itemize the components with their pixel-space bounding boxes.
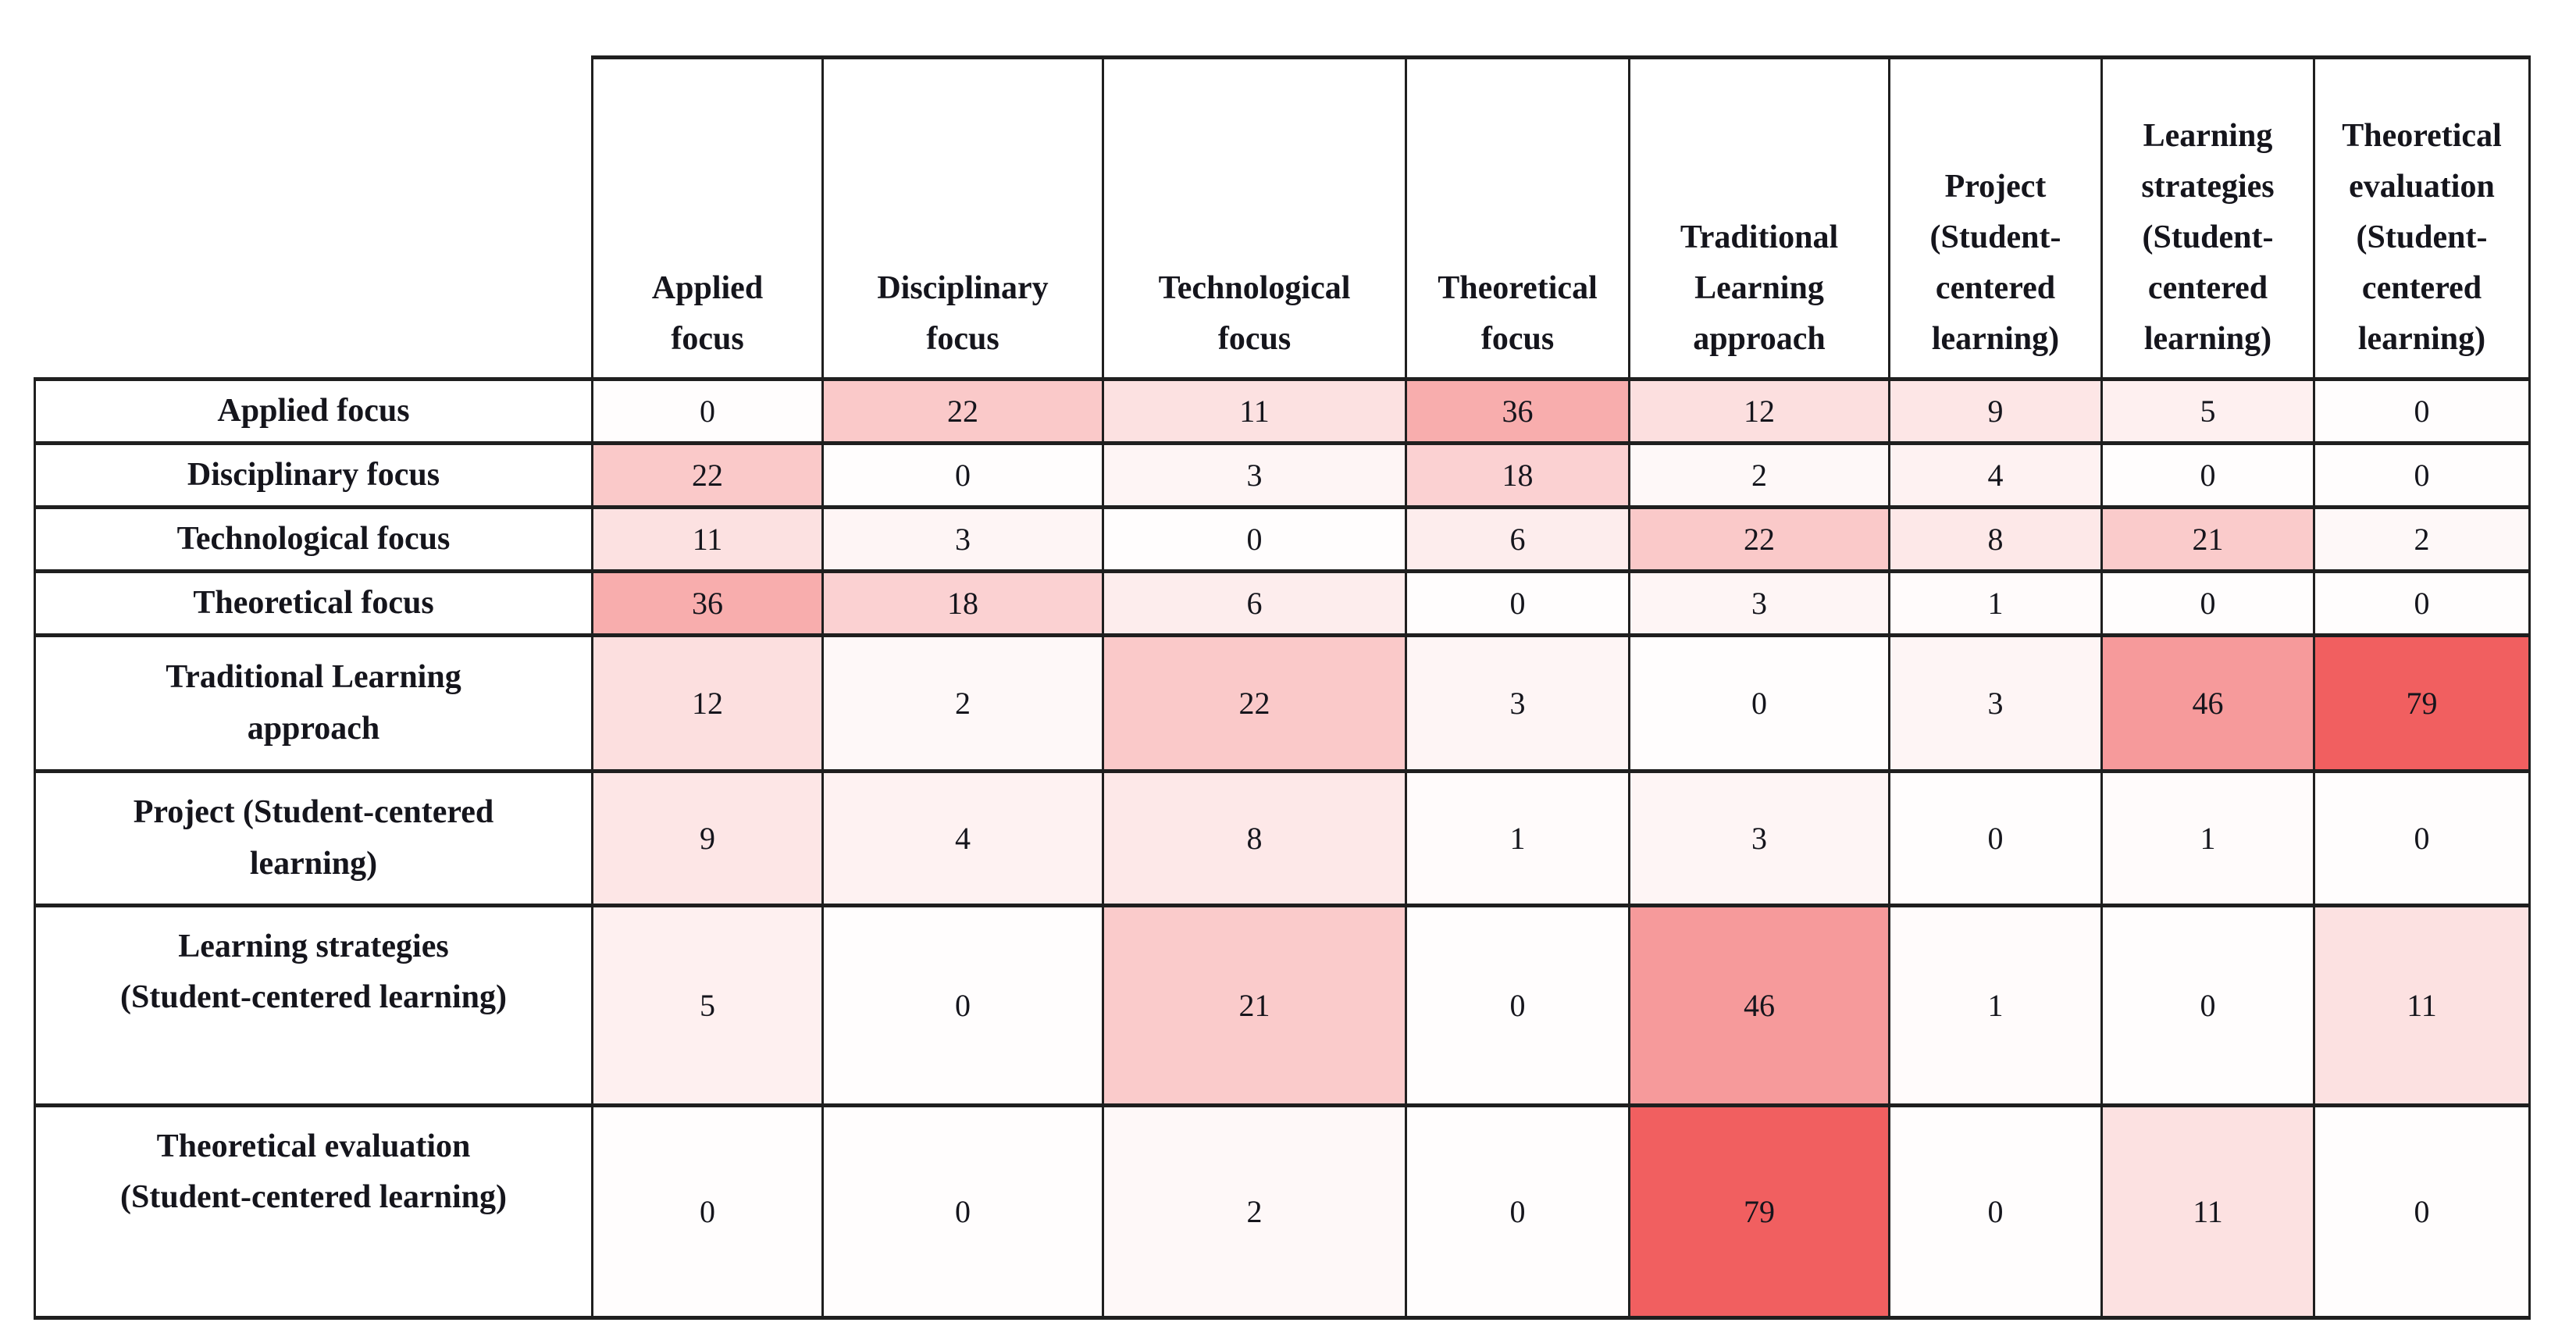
row-header: Theoretical focus bbox=[34, 569, 593, 637]
matrix-cell: 0 bbox=[821, 1103, 1104, 1320]
matrix-cell: 11 bbox=[1102, 377, 1407, 445]
matrix-cell: 22 bbox=[1102, 633, 1407, 773]
matrix-cell: 3 bbox=[1888, 633, 2103, 773]
matrix-cell: 1 bbox=[1888, 904, 2103, 1107]
column-header: Learning strategies (Student- centered l… bbox=[2100, 55, 2315, 381]
matrix-cell: 0 bbox=[1405, 904, 1630, 1107]
matrix-cell: 2 bbox=[1628, 441, 1890, 509]
matrix-cell: 0 bbox=[1405, 1103, 1630, 1320]
cooccurrence-heatmap-table: Applied focus Disciplinary focus Technolog… bbox=[34, 55, 2531, 1320]
matrix-cell: 11 bbox=[2100, 1103, 2315, 1320]
matrix-cell: 3 bbox=[1628, 769, 1890, 907]
column-header: Disciplinary focus bbox=[821, 55, 1104, 381]
matrix-cell: 22 bbox=[1628, 505, 1890, 573]
matrix-cell: 0 bbox=[1888, 1103, 2103, 1320]
matrix-cell: 2 bbox=[2313, 505, 2531, 573]
matrix-cell: 6 bbox=[1102, 569, 1407, 637]
matrix-cell: 0 bbox=[1628, 633, 1890, 773]
matrix-cell: 0 bbox=[2313, 569, 2531, 637]
table-row: Technological focus 11 3 0 6 22 8 21 2 bbox=[34, 505, 2531, 573]
table-row: Learning strategies (Student-centered le… bbox=[34, 904, 2531, 1107]
row-header: Theoretical evaluation (Student-centered… bbox=[34, 1103, 593, 1320]
matrix-cell: 3 bbox=[1102, 441, 1407, 509]
table-row: Applied focus 0 22 11 36 12 9 5 0 bbox=[34, 377, 2531, 445]
matrix-cell: 0 bbox=[821, 904, 1104, 1107]
matrix-cell: 3 bbox=[1628, 569, 1890, 637]
matrix-cell: 0 bbox=[2313, 441, 2531, 509]
matrix-cell: 11 bbox=[2313, 904, 2531, 1107]
matrix-cell: 9 bbox=[591, 769, 824, 907]
matrix-cell: 8 bbox=[1888, 505, 2103, 573]
row-header: Applied focus bbox=[34, 377, 593, 445]
column-header: Technological focus bbox=[1102, 55, 1407, 381]
matrix-cell: 1 bbox=[1405, 769, 1630, 907]
matrix-cell: 4 bbox=[1888, 441, 2103, 509]
matrix-cell: 4 bbox=[821, 769, 1104, 907]
matrix-cell: 22 bbox=[591, 441, 824, 509]
column-header: Project (Student- centered learning) bbox=[1888, 55, 2103, 381]
matrix-cell: 9 bbox=[1888, 377, 2103, 445]
row-header: Disciplinary focus bbox=[34, 441, 593, 509]
matrix-cell: 18 bbox=[1405, 441, 1630, 509]
matrix-cell: 0 bbox=[2100, 569, 2315, 637]
column-header: Theoretical evaluation (Student- centere… bbox=[2313, 55, 2531, 381]
table-row: Traditional Learning approach 12 2 22 3 0 3 46 7… bbox=[34, 633, 2531, 773]
matrix-cell: 3 bbox=[821, 505, 1104, 573]
column-header: Applied focus bbox=[591, 55, 824, 381]
header-row: Applied focus Disciplinary focus Technolog… bbox=[34, 55, 2531, 381]
matrix-cell: 1 bbox=[1888, 569, 2103, 637]
table-row: Project (Student-centered learning) 9 4 8 1 3… bbox=[34, 769, 2531, 907]
matrix-cell: 3 bbox=[1405, 633, 1630, 773]
matrix-cell: 2 bbox=[1102, 1103, 1407, 1320]
matrix-cell: 0 bbox=[2313, 769, 2531, 907]
table-row: Theoretical evaluation (Student-centered… bbox=[34, 1103, 2531, 1320]
matrix-cell: 0 bbox=[2313, 377, 2531, 445]
matrix-cell: 12 bbox=[591, 633, 824, 773]
matrix-cell: 0 bbox=[1405, 569, 1630, 637]
column-header: Theoretical focus bbox=[1405, 55, 1630, 381]
row-header: Learning strategies (Student-centered le… bbox=[34, 904, 593, 1107]
table-row: Disciplinary focus 22 0 3 18 2 4 0 0 bbox=[34, 441, 2531, 509]
matrix-cell: 0 bbox=[2313, 1103, 2531, 1320]
matrix-cell: 5 bbox=[591, 904, 824, 1107]
matrix-cell: 22 bbox=[821, 377, 1104, 445]
matrix-cell: 0 bbox=[591, 1103, 824, 1320]
table-row: Theoretical focus 36 18 6 0 3 1 0 0 bbox=[34, 569, 2531, 637]
row-header: Technological focus bbox=[34, 505, 593, 573]
matrix-cell: 2 bbox=[821, 633, 1104, 773]
matrix-cell: 36 bbox=[591, 569, 824, 637]
matrix-cell: 79 bbox=[2313, 633, 2531, 773]
row-header: Traditional Learning approach bbox=[34, 633, 593, 773]
matrix-cell: 11 bbox=[591, 505, 824, 573]
matrix-cell: 0 bbox=[2100, 904, 2315, 1107]
matrix-cell: 0 bbox=[591, 377, 824, 445]
row-header: Project (Student-centered learning) bbox=[34, 769, 593, 907]
matrix-cell: 46 bbox=[1628, 904, 1890, 1107]
matrix-cell: 0 bbox=[821, 441, 1104, 509]
matrix-cell: 12 bbox=[1628, 377, 1890, 445]
matrix-cell: 46 bbox=[2100, 633, 2315, 773]
matrix-cell: 18 bbox=[821, 569, 1104, 637]
column-header: Traditional Learning approach bbox=[1628, 55, 1890, 381]
matrix-cell: 0 bbox=[1102, 505, 1407, 573]
matrix-cell: 0 bbox=[2100, 441, 2315, 509]
matrix-cell: 36 bbox=[1405, 377, 1630, 445]
corner-blank-cell bbox=[34, 57, 593, 380]
matrix-cell: 1 bbox=[2100, 769, 2315, 907]
matrix-cell: 8 bbox=[1102, 769, 1407, 907]
matrix-cell: 0 bbox=[1888, 769, 2103, 907]
matrix-cell: 79 bbox=[1628, 1103, 1890, 1320]
matrix-cell: 21 bbox=[2100, 505, 2315, 573]
matrix-cell: 6 bbox=[1405, 505, 1630, 573]
matrix-cell: 5 bbox=[2100, 377, 2315, 445]
matrix-cell: 21 bbox=[1102, 904, 1407, 1107]
